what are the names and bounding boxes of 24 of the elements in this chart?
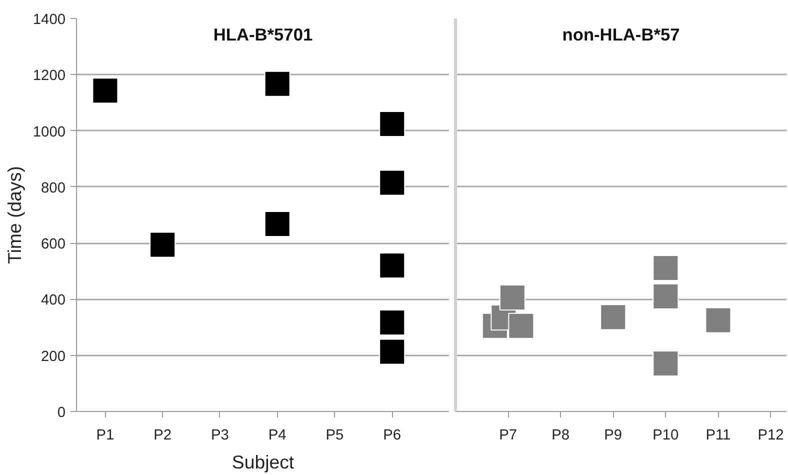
x-tick-label: P9: [604, 428, 622, 444]
x-axis-title: Subject: [232, 452, 295, 472]
y-tick-label: 800: [41, 180, 66, 196]
x-tick-label: P10: [652, 428, 679, 444]
y-tick-label: 1400: [32, 12, 66, 28]
x-tick-label: P6: [383, 428, 402, 444]
x-tick-label: P1: [96, 428, 114, 444]
y-tick-label: 400: [41, 292, 66, 309]
y-tick-label: 200: [41, 348, 66, 365]
x-tick-label: P2: [154, 428, 172, 444]
y-tick-label: 0: [57, 405, 66, 421]
y-tick-label: 1200: [32, 68, 66, 84]
chart-title: non-HLA-B*57: [562, 24, 680, 44]
y-axis-title: Time (days): [4, 166, 25, 264]
x-tick-label: P11: [706, 428, 731, 444]
x-tick-label: P4: [268, 428, 286, 444]
x-tick-label: P8: [552, 428, 570, 444]
y-tick-label: 600: [41, 236, 66, 253]
x-tick-label: P12: [758, 428, 784, 444]
chart-title: HLA-B*5701: [213, 24, 313, 44]
x-tick-label: P3: [211, 428, 229, 444]
x-tick-label: P7: [499, 428, 518, 444]
x-tick-label: P5: [326, 428, 344, 444]
y-tick-label: 1000: [32, 124, 66, 140]
